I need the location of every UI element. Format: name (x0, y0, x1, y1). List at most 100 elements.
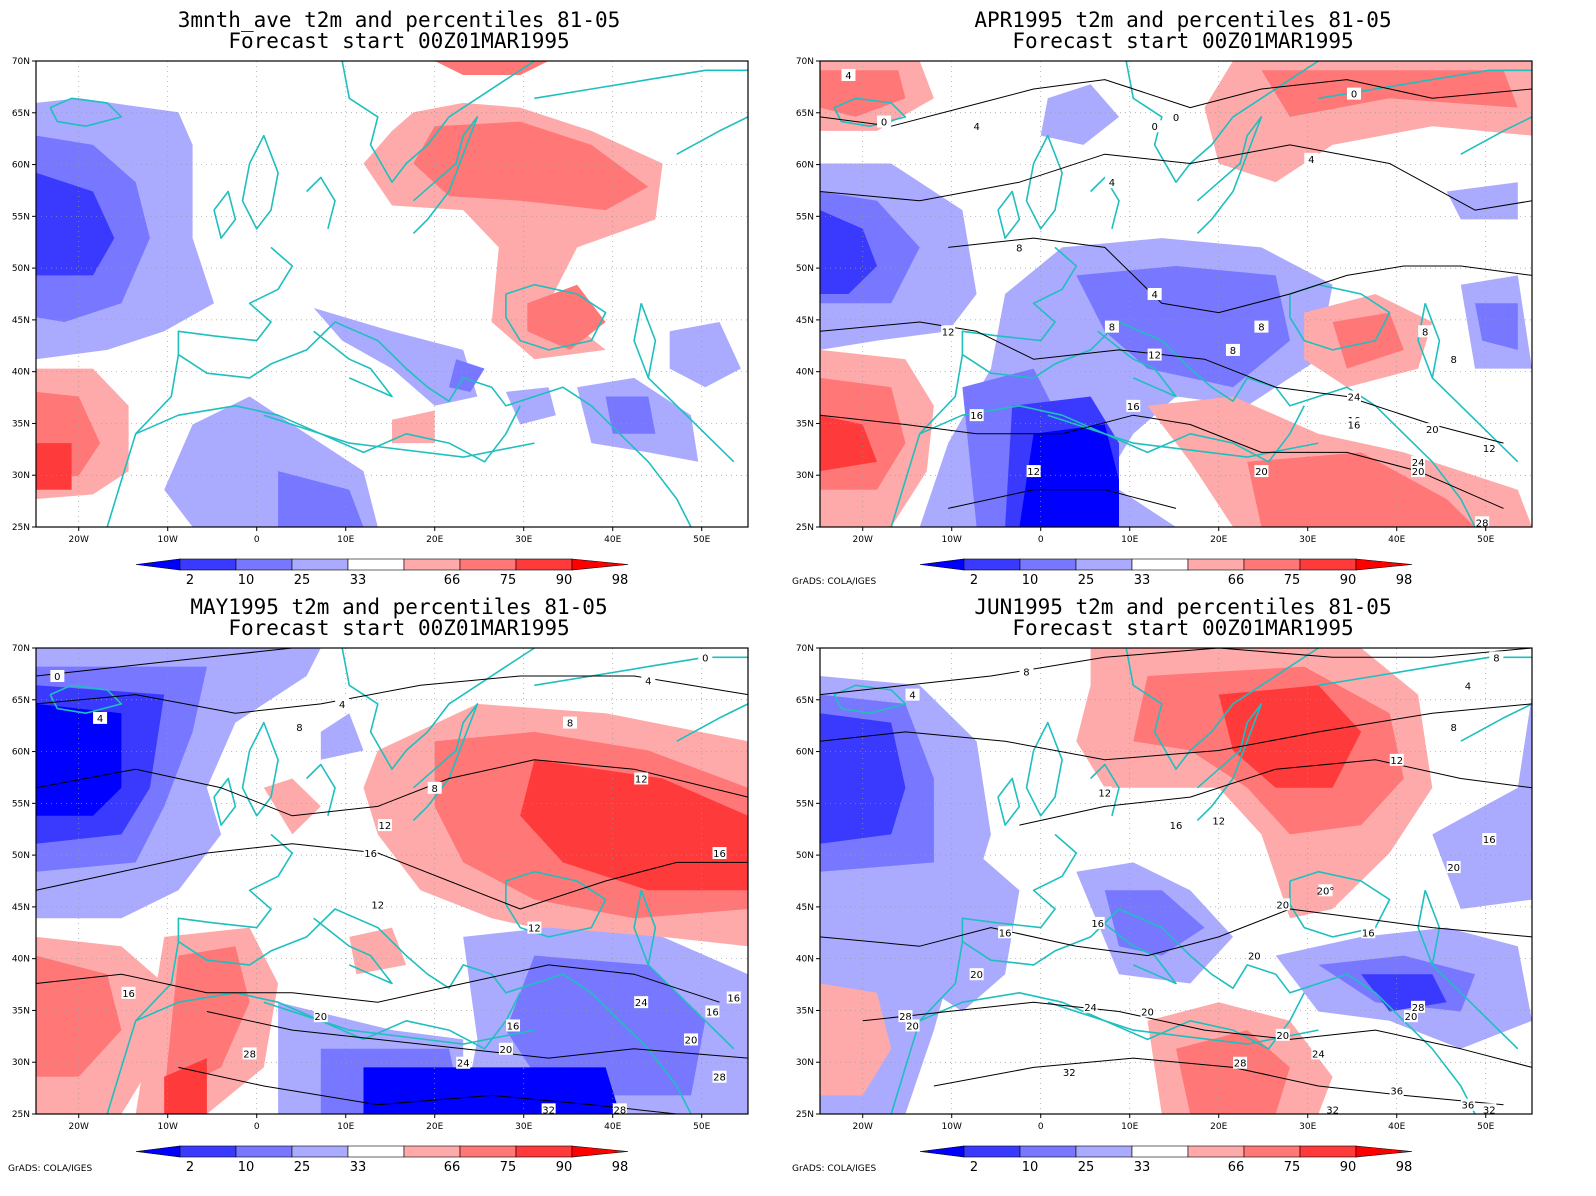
contour-label-bg (1347, 87, 1361, 100)
contour-label-bg (370, 898, 385, 911)
coastline (1196, 116, 1263, 234)
contour-label: 16 (364, 849, 377, 860)
colorbar-arrow-left (135, 1145, 181, 1158)
contour-label-bg (1361, 926, 1376, 939)
contour-label: 12 (1212, 816, 1225, 827)
contour-label-bg (641, 674, 656, 687)
contour-label-bg (1475, 516, 1490, 529)
temperature-contours (35, 647, 749, 1115)
lat-label: 50N (796, 851, 814, 861)
contour-label: 28 (899, 1012, 912, 1023)
colorbar-label: 33 (1134, 573, 1151, 588)
lat-label: 30N (796, 471, 814, 481)
contour-label-bg (705, 1005, 720, 1018)
coastline (313, 330, 393, 398)
map-panel-3: MAY1995 t2m and percentiles 81-05 Foreca… (0, 587, 798, 1185)
colorbar-segment (459, 558, 517, 571)
colorbar: 2 10 25 33 66 75 90 98 (135, 1145, 628, 1175)
coastline (1431, 377, 1519, 463)
contour-label-bg (905, 1019, 920, 1032)
contour-label-bg (969, 968, 984, 981)
percentile-area (527, 284, 606, 350)
contour-label-bg (527, 921, 542, 934)
coastline (919, 992, 1305, 1050)
colorbar-label: 98 (1396, 1160, 1413, 1175)
contour-label: 32 (1483, 1105, 1496, 1116)
contour-label-bg (1482, 1103, 1497, 1116)
percentile-area (36, 172, 115, 276)
contour-label: 4 (845, 71, 851, 82)
lon-label: 0 (1038, 1122, 1044, 1132)
contour-label-bg (93, 711, 108, 724)
lon-label: 20E (1210, 535, 1227, 545)
colorbar-segment (235, 558, 293, 571)
colorbar-label: 90 (1340, 1160, 1357, 1175)
contour-label: 0 (702, 653, 708, 664)
coastline (1318, 656, 1532, 687)
lat-label: 40N (796, 955, 814, 965)
colorbar-label: 66 (444, 573, 461, 588)
colorbar-arrow-right (571, 558, 629, 571)
coastline (1460, 116, 1533, 155)
colorbar-label: 10 (238, 1160, 255, 1175)
percentile-area (1361, 974, 1447, 1012)
map-panel-2: APR1995 t2m and percentiles 81-05 Foreca… (784, 0, 1582, 598)
colorbar-segment (515, 1145, 573, 1158)
percentile-shading (36, 61, 741, 527)
contour-label: 12 (379, 821, 392, 832)
contour-label-bg (698, 651, 713, 664)
contour-label-bg (1425, 423, 1440, 436)
colorbar-label: 90 (556, 573, 573, 588)
contour-label-bg (50, 669, 65, 682)
percentile-area (36, 443, 72, 490)
contour-label: 12 (1027, 467, 1040, 478)
contour-label-bg (1411, 455, 1426, 468)
contour-label: 8 (1450, 355, 1456, 366)
contour-label: 20 (685, 1035, 698, 1046)
colorbar-segment (1131, 558, 1189, 571)
colorbar-label: 90 (1340, 573, 1357, 588)
lat-label: 30N (12, 471, 30, 481)
percentile-area (1475, 303, 1518, 350)
panel-subtitle: Forecast start 00Z01MAR1995 (1012, 616, 1354, 640)
colorbar: 2 10 25 33 66 75 90 98 (135, 558, 629, 588)
lon-label: 20W (69, 535, 89, 545)
coastline (1097, 330, 1177, 398)
coastline (306, 176, 336, 229)
lon-label: 30E (515, 1122, 532, 1132)
contour-label: 8 (1016, 243, 1022, 254)
coastline (1025, 721, 1063, 817)
percentile-area (36, 955, 122, 1077)
percentile-area (164, 946, 250, 1096)
map-frame (35, 60, 749, 528)
coastline (997, 777, 1021, 826)
contour-label-bg (1090, 916, 1105, 929)
contour-label: 8 (1109, 323, 1115, 334)
lon-label: 30E (515, 535, 532, 545)
contour-label-bg (1347, 418, 1361, 431)
contour-label: 16 (1127, 402, 1140, 413)
coastline (412, 116, 479, 234)
lon-label: 10E (1121, 535, 1138, 545)
coastline (1090, 763, 1120, 816)
colorbar-segment (459, 1145, 517, 1158)
colorbar-label: 25 (294, 573, 311, 588)
colorbar-segment (1019, 558, 1077, 571)
contour-label-bg (1482, 441, 1497, 454)
percentile-area (1432, 694, 1532, 909)
contour-label-bg (1482, 833, 1497, 846)
contour-label-bg (1254, 320, 1269, 333)
contour-label-bg (1104, 320, 1119, 333)
lon-label: 50E (1477, 1122, 1494, 1132)
contour-label: 20 (1276, 900, 1289, 911)
lon-label: 40E (604, 1122, 621, 1132)
colorbar: 2 10 25 33 66 75 90 98 (919, 1145, 1413, 1175)
contour-label: 20 (906, 1021, 919, 1032)
coastline (534, 656, 748, 687)
contour-label-bg (1062, 1066, 1077, 1079)
colorbar-segment (347, 558, 405, 571)
colorbar-arrow-left (919, 1145, 965, 1158)
coastline (1289, 283, 1391, 351)
contour-label: 8 (1422, 327, 1428, 338)
contour-label-bg (363, 847, 378, 860)
